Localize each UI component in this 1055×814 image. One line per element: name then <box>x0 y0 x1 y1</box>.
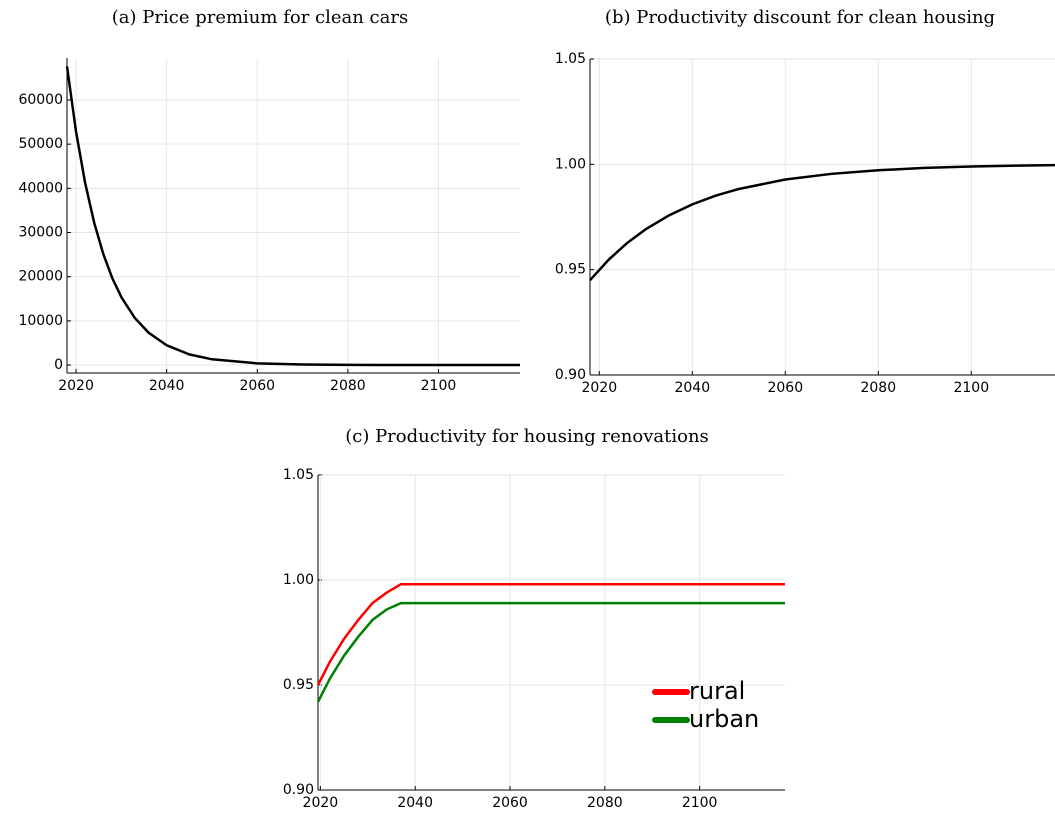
x-tick-label: 2040 <box>397 795 433 811</box>
x-tick-label: 2020 <box>58 378 94 394</box>
x-tick-label: 2040 <box>149 378 185 394</box>
x-tick-label: 2020 <box>581 380 617 396</box>
y-tick-label: 1.05 <box>283 467 314 483</box>
y-tick-label: 20000 <box>18 269 63 285</box>
y-tick-label: 10000 <box>18 313 63 329</box>
legend-label: urban <box>689 705 759 733</box>
x-tick-label: 2080 <box>330 378 366 394</box>
x-tick-label: 2060 <box>239 378 275 394</box>
y-tick-label: 1.00 <box>555 156 586 172</box>
y-tick-label: 0.95 <box>555 262 586 278</box>
legend-label: rural <box>689 677 745 705</box>
x-tick-label: 2040 <box>674 380 710 396</box>
line <box>316 582 785 686</box>
y-tick-label: 0.90 <box>555 367 586 383</box>
y-tick-label: 1.00 <box>283 572 314 588</box>
x-tick-label: 2060 <box>767 380 803 396</box>
y-tick-label: 40000 <box>18 180 63 196</box>
chart-title: (a) Price premium for clean cars <box>112 7 408 28</box>
x-tick-label: 2100 <box>421 378 457 394</box>
y-tick-label: 60000 <box>18 92 63 108</box>
x-tick-label: 2080 <box>860 380 896 396</box>
x-tick-label: 2100 <box>682 795 718 811</box>
x-tick-label: 2100 <box>953 380 989 396</box>
chart-title: (b) Productivity discount for clean hous… <box>605 7 995 28</box>
chart-title: (c) Productivity for housing renovations <box>345 426 709 447</box>
y-tick-label: 30000 <box>18 225 63 241</box>
x-tick-label: 2020 <box>303 795 339 811</box>
line <box>316 601 785 703</box>
y-tick-label: 50000 <box>18 136 63 152</box>
line <box>589 163 1055 282</box>
x-tick-label: 2060 <box>492 795 528 811</box>
y-tick-label: 0.90 <box>283 782 314 798</box>
line <box>65 66 521 367</box>
y-tick-label: 1.05 <box>555 51 586 67</box>
x-tick-label: 2080 <box>587 795 623 811</box>
y-tick-label: 0.95 <box>283 677 314 693</box>
y-tick-label: 0 <box>54 357 63 373</box>
